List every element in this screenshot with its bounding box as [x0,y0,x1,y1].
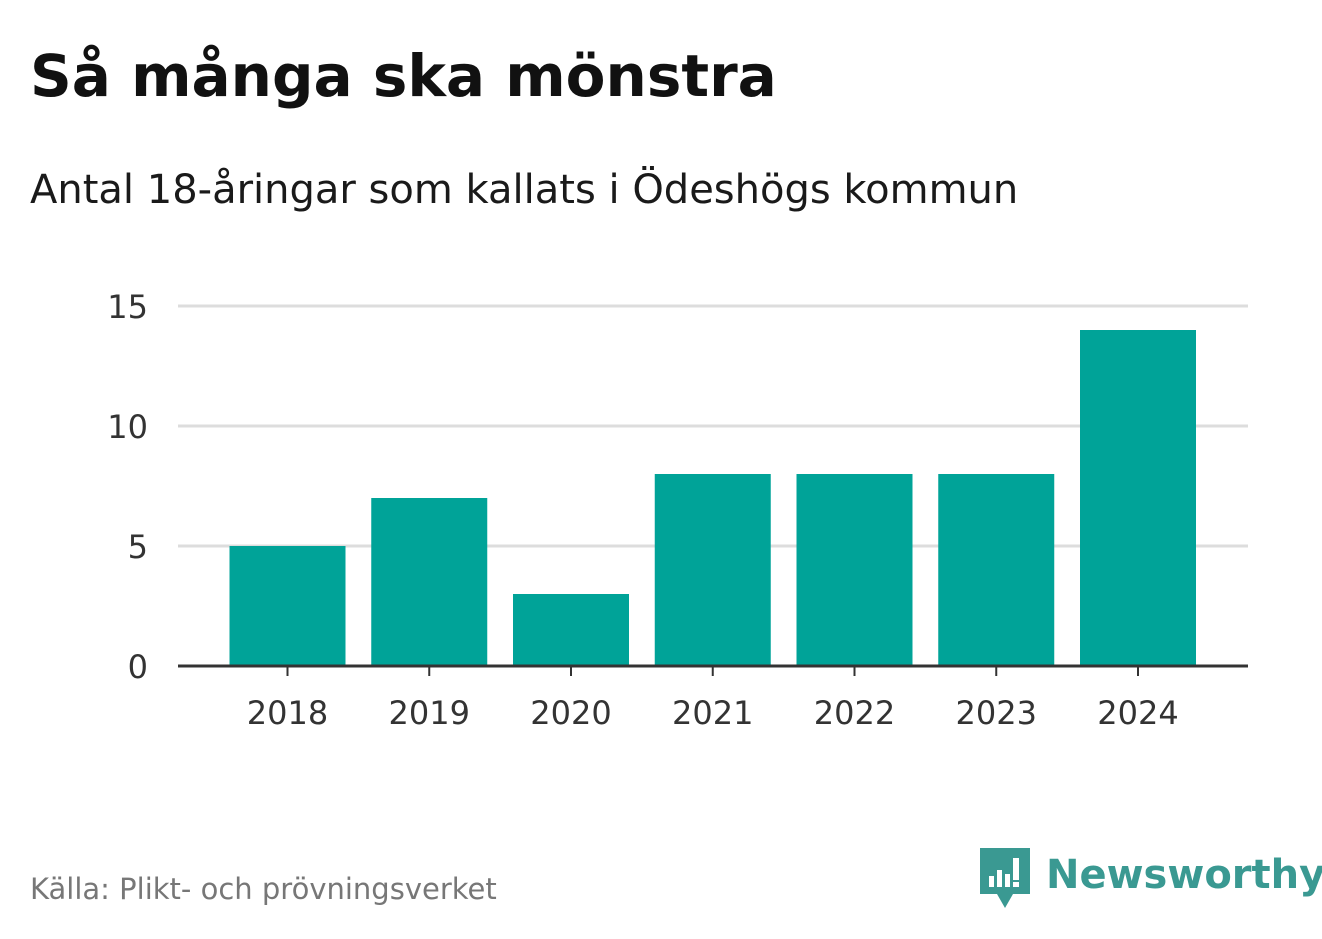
bar-2024[interactable] [1080,330,1196,666]
bar-2021[interactable] [654,474,771,666]
chart-title: Så många ska mönstra [30,42,777,110]
y-tick-label: 0 [128,648,148,686]
x-tick-label: 2021 [672,694,753,732]
y-axis-ticks: 0 5 10 15 [107,288,148,686]
bar-2019[interactable] [371,498,488,666]
brand-logo[interactable]: Newsworthy [980,848,1322,912]
y-tick-label: 15 [107,288,148,326]
chart-subtitle: Antal 18-åringar som kallats i Ödeshögs … [30,167,1019,213]
y-tick-label: 10 [107,408,148,446]
x-tick-label: 2024 [1097,694,1178,732]
brand-name: Newsworthy [1046,852,1322,898]
bar-2020[interactable] [513,594,629,666]
x-tick-label: 2018 [247,694,328,732]
newsworthy-logo-icon [980,848,1030,908]
x-tick-label: 2020 [530,694,611,732]
x-tick-label: 2023 [956,694,1037,732]
bar-2018[interactable] [229,546,346,666]
bar-chart: 0 5 10 15 2018 2019 2020 2021 2022 2023 2024 [107,288,1248,732]
x-tick-label: 2022 [814,694,895,732]
x-tick-label: 2019 [389,694,470,732]
source-note: Källa: Plikt- och prövningsverket [30,872,497,906]
bars [229,330,1196,666]
bar-2022[interactable] [796,474,913,666]
y-tick-label: 5 [128,528,148,566]
x-axis-ticks: 2018 2019 2020 2021 2022 2023 2024 [247,666,1179,732]
bar-2023[interactable] [938,474,1055,666]
